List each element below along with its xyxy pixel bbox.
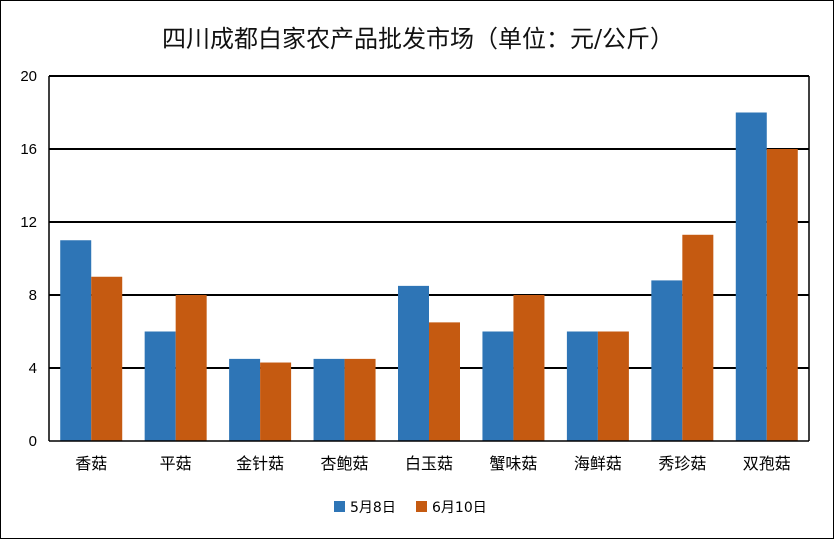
y-tick-label: 8	[29, 287, 37, 304]
y-tick-labels: 0 4 8 12 16 20	[20, 68, 37, 450]
bar-series-1	[398, 285, 429, 441]
x-tick-label: 香菇	[75, 454, 107, 473]
bar-series-2	[597, 331, 629, 441]
bar-series-1	[60, 240, 92, 441]
x-tick-label: 平菇	[160, 454, 192, 473]
x-tick-label: 金针菇	[236, 454, 284, 473]
bar-series-1	[651, 280, 683, 441]
bar-series-2	[766, 149, 798, 441]
bar-series-2	[682, 234, 714, 441]
x-tick-label: 秀珍菇	[658, 454, 706, 473]
chart-title: 四川成都白家农产品批发市场（单位：元/公斤）	[162, 25, 674, 53]
x-tick-label: 海鲜菇	[574, 454, 622, 473]
bars	[60, 112, 798, 441]
legend: 5月8日 6月10日	[334, 500, 487, 516]
legend-label: 5月8日	[350, 500, 396, 516]
legend-label: 6月10日	[432, 500, 487, 516]
bar-series-2	[91, 276, 123, 441]
x-tick-label: 白玉菇	[405, 454, 453, 473]
x-tick-labels: 香菇 平菇 金针菇 杏鲍菇 白玉菇 蟹味菇 海鲜菇 秀珍菇 双孢菇	[75, 454, 791, 473]
y-tick-label: 0	[29, 433, 37, 450]
y-tick-label: 20	[20, 68, 37, 85]
bar-series-2	[260, 362, 292, 441]
bar-series-2	[175, 295, 207, 441]
bar-series-1	[313, 358, 345, 441]
axes	[48, 76, 810, 442]
y-tick-label: 16	[20, 141, 37, 158]
legend-swatch	[416, 501, 427, 512]
bar-series-2	[344, 358, 376, 441]
x-tick-label: 双孢菇	[743, 454, 791, 473]
bar-series-1	[144, 331, 176, 441]
x-tick-label: 杏鲍菇	[321, 454, 369, 473]
bar-series-2	[513, 295, 545, 441]
bar-series-1	[735, 112, 767, 441]
y-tick-label: 12	[20, 214, 37, 231]
x-tick-label: 蟹味菇	[489, 454, 537, 473]
bar-series-2	[429, 322, 460, 441]
bar-series-1	[229, 358, 261, 441]
legend-swatch	[334, 501, 345, 512]
bar-series-1	[566, 331, 598, 441]
y-tick-label: 4	[29, 360, 37, 377]
bar-series-1	[482, 331, 514, 441]
